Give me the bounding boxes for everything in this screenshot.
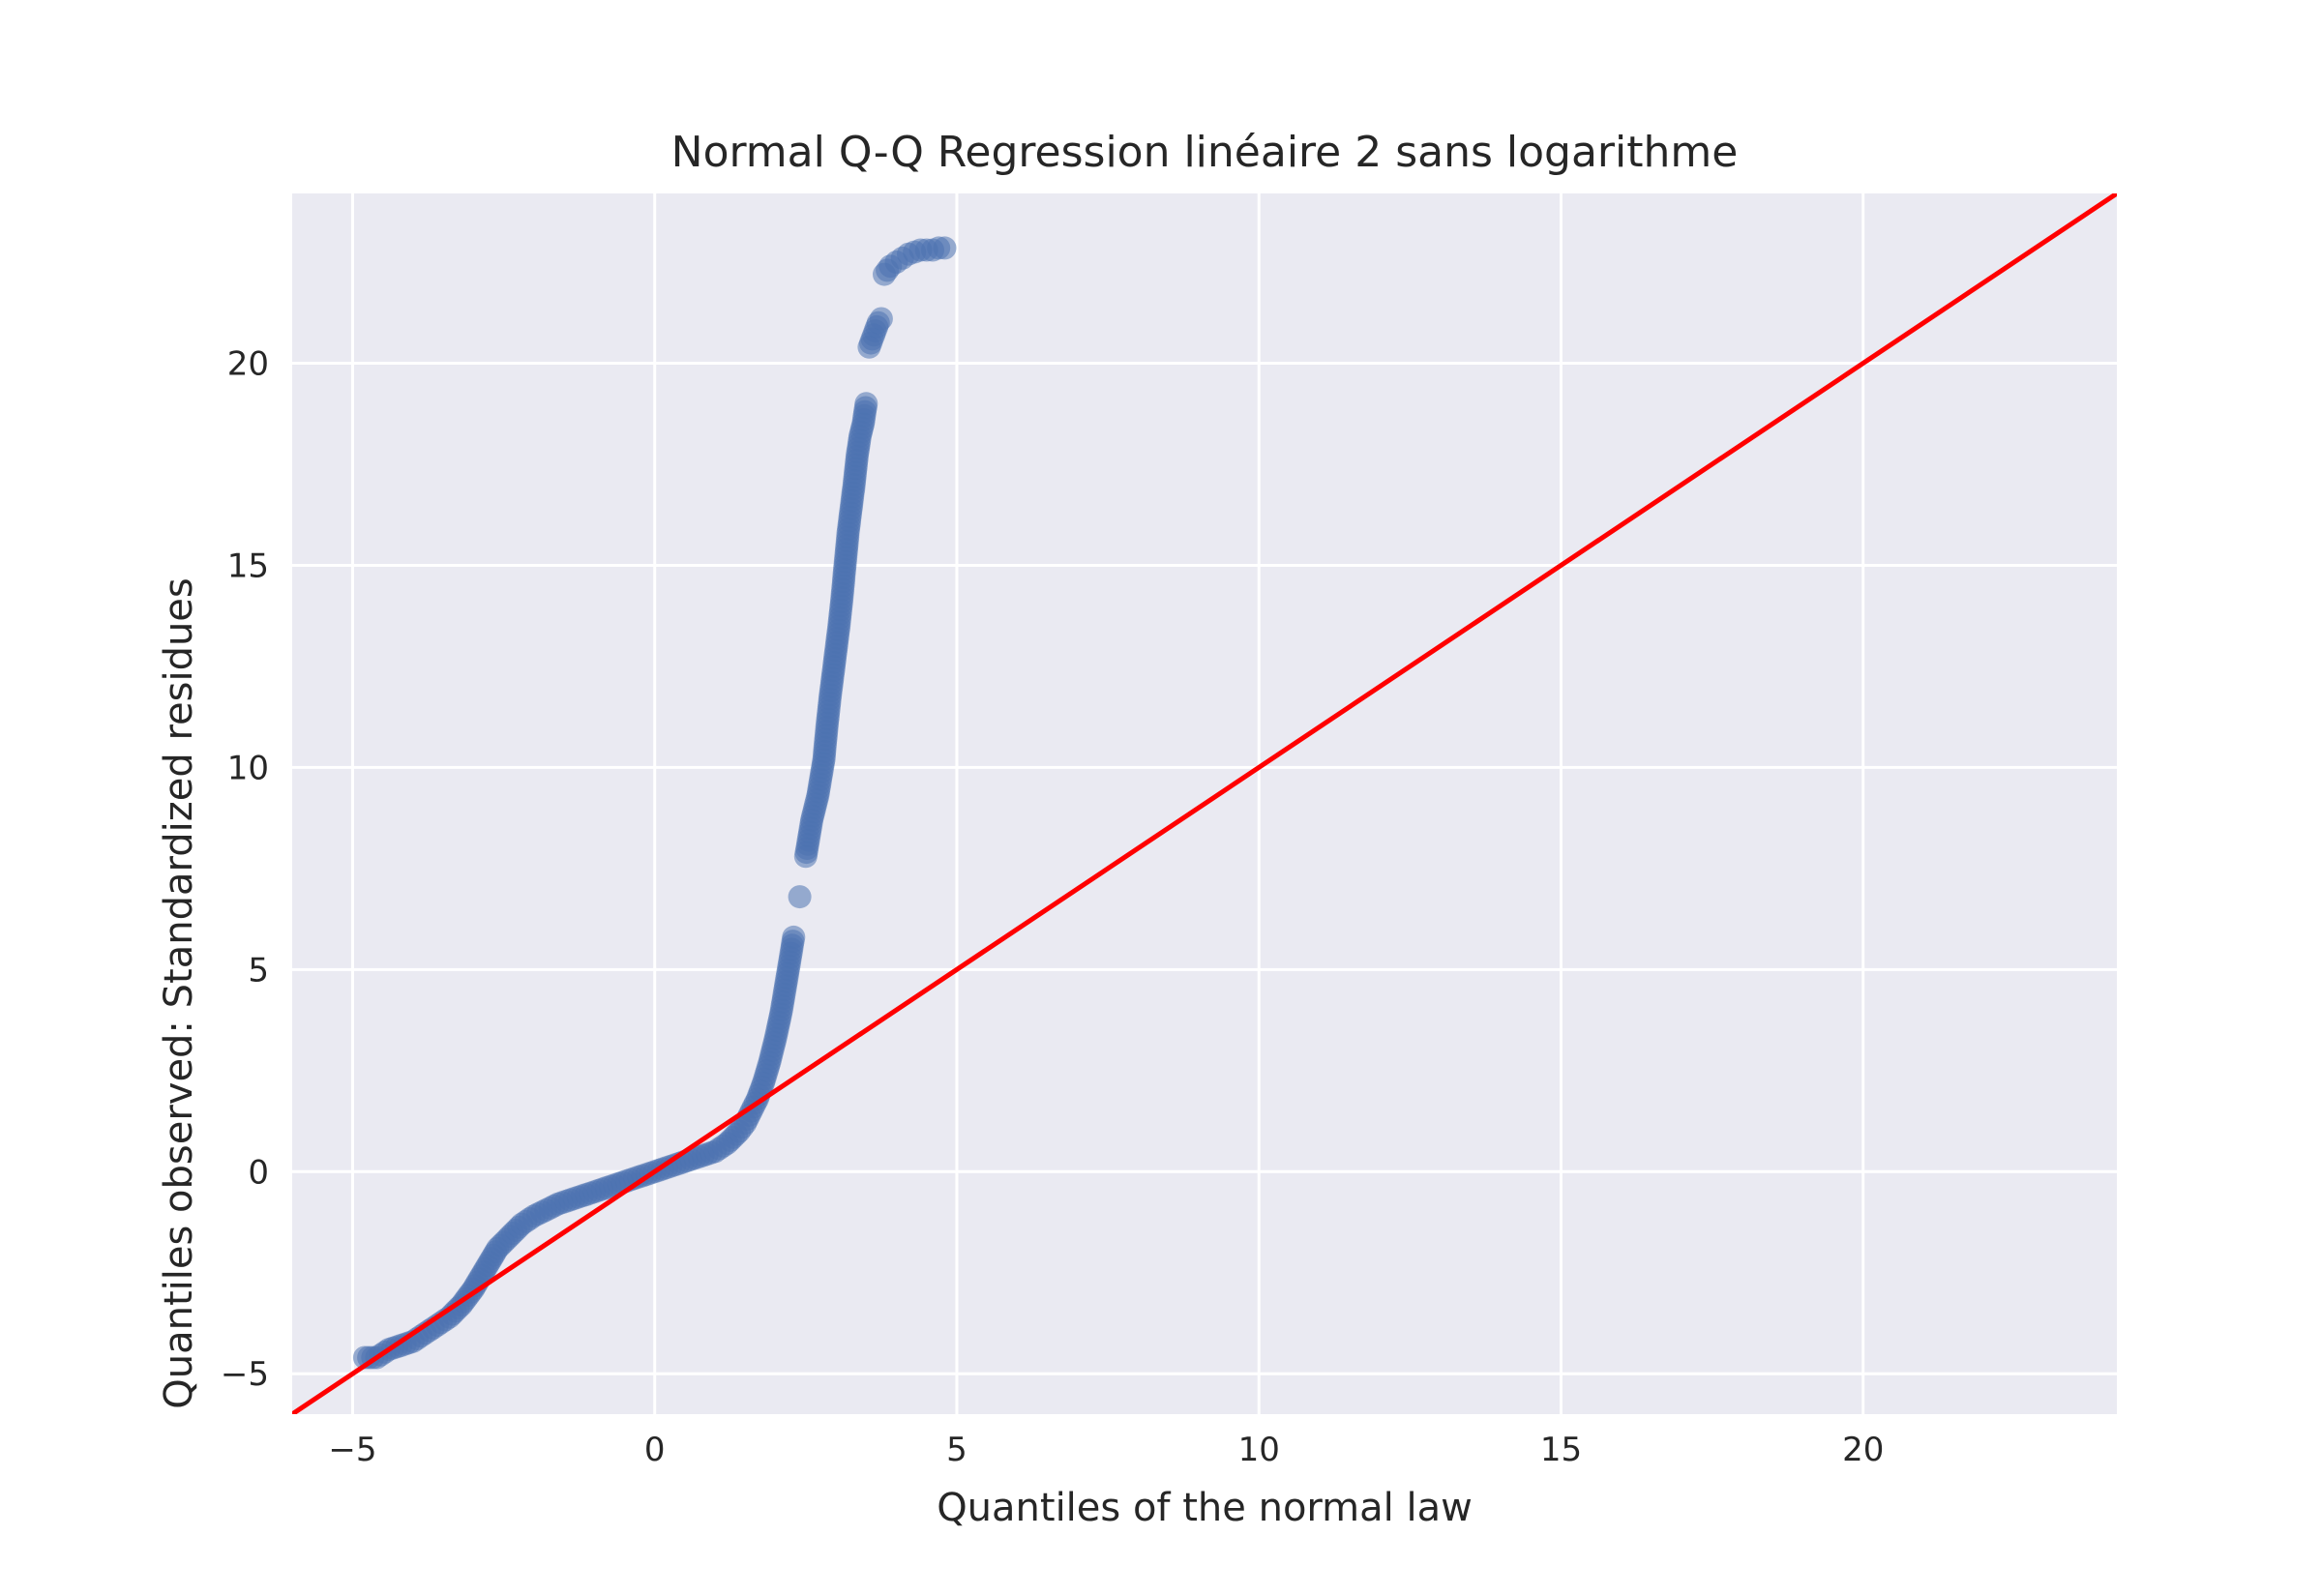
- data-point: [869, 307, 893, 331]
- x-tick-label: 20: [1842, 1431, 1884, 1469]
- y-tick-label: 0: [248, 1153, 269, 1192]
- data-point: [782, 925, 806, 949]
- reference-line: [292, 193, 2117, 1414]
- y-axis-title: Quantiles observed: Standardized residue…: [157, 577, 201, 1409]
- x-tick-label: 10: [1238, 1431, 1280, 1469]
- x-tick-label: −5: [328, 1431, 376, 1469]
- y-tick-label: 10: [227, 749, 269, 787]
- x-axis-title: Quantiles of the normal law: [937, 1486, 1473, 1530]
- y-tick-label: 20: [227, 345, 269, 384]
- data-points: [352, 236, 957, 1370]
- chart-title: Normal Q-Q Regression linéaire 2 sans lo…: [671, 128, 1739, 177]
- data-point: [788, 885, 812, 909]
- y-tick-label: −5: [221, 1355, 269, 1394]
- x-tick-label: 15: [1540, 1431, 1582, 1469]
- y-tick-labels: −5 0 5 10 15 20: [221, 345, 269, 1395]
- data-point: [854, 392, 878, 416]
- y-tick-label: 5: [248, 951, 269, 990]
- gridlines: [292, 193, 2117, 1414]
- y-tick-label: 15: [227, 547, 269, 585]
- reference-line-layer: [292, 193, 2117, 1414]
- x-tick-label: 5: [946, 1431, 968, 1469]
- x-tick-label: 0: [644, 1431, 666, 1469]
- data-point: [933, 236, 957, 260]
- x-tick-labels: −5 0 5 10 15 20: [328, 1431, 1884, 1469]
